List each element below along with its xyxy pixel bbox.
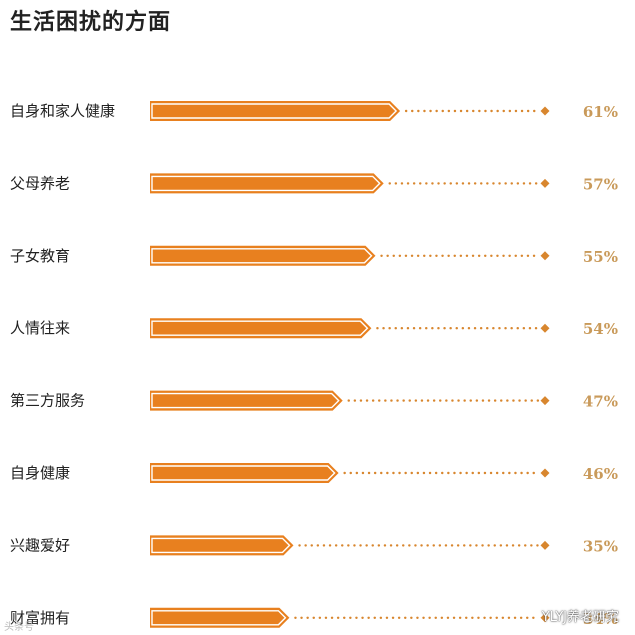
bar-outline [151,537,291,554]
bar [150,535,294,556]
bar-outline [151,392,340,409]
diamond-marker [540,323,550,333]
diamond-marker [540,613,550,623]
category-label: 人情往来 [10,319,70,337]
bar [150,101,401,121]
diamond-marker [540,106,550,116]
watermark-text: YLYJ养老研究 [541,610,619,625]
category-label: 财富拥有 [10,609,70,627]
category-label: 自身健康 [10,464,70,482]
diamond-marker [540,540,550,550]
diamond-marker [540,178,550,188]
diamond-marker [540,251,550,261]
category-label: 第三方服务 [10,392,85,410]
category-label: 父母养老 [10,174,70,192]
bar [150,173,384,194]
bar-outline [151,465,336,481]
category-label: 自身和家人健康 [10,102,115,120]
bar [150,607,290,628]
chart-title: 生活困扰的方面 [10,10,172,35]
bar [150,245,376,266]
watermark-left-text: 头条号 [4,622,34,633]
category-label: 子女教育 [10,247,70,265]
value-label: 54% [583,320,618,338]
diamond-marker [540,396,550,406]
value-label: 57% [583,175,618,193]
bar [150,318,372,339]
bar [150,390,343,411]
bar-outline [151,103,398,119]
bar [150,463,339,483]
bar-outline [151,320,369,336]
value-label: 61% [583,103,618,121]
value-label: 46% [583,465,618,483]
diamond-marker [540,468,550,478]
category-label: 兴趣爱好 [10,536,70,554]
value-label: 55% [583,248,618,266]
value-label: 35% [583,537,618,555]
bar-outline [151,175,381,192]
bar-outline [151,610,287,626]
bar-outline [151,248,373,264]
value-label: 34% [583,610,618,628]
value-label: 47% [583,393,618,411]
